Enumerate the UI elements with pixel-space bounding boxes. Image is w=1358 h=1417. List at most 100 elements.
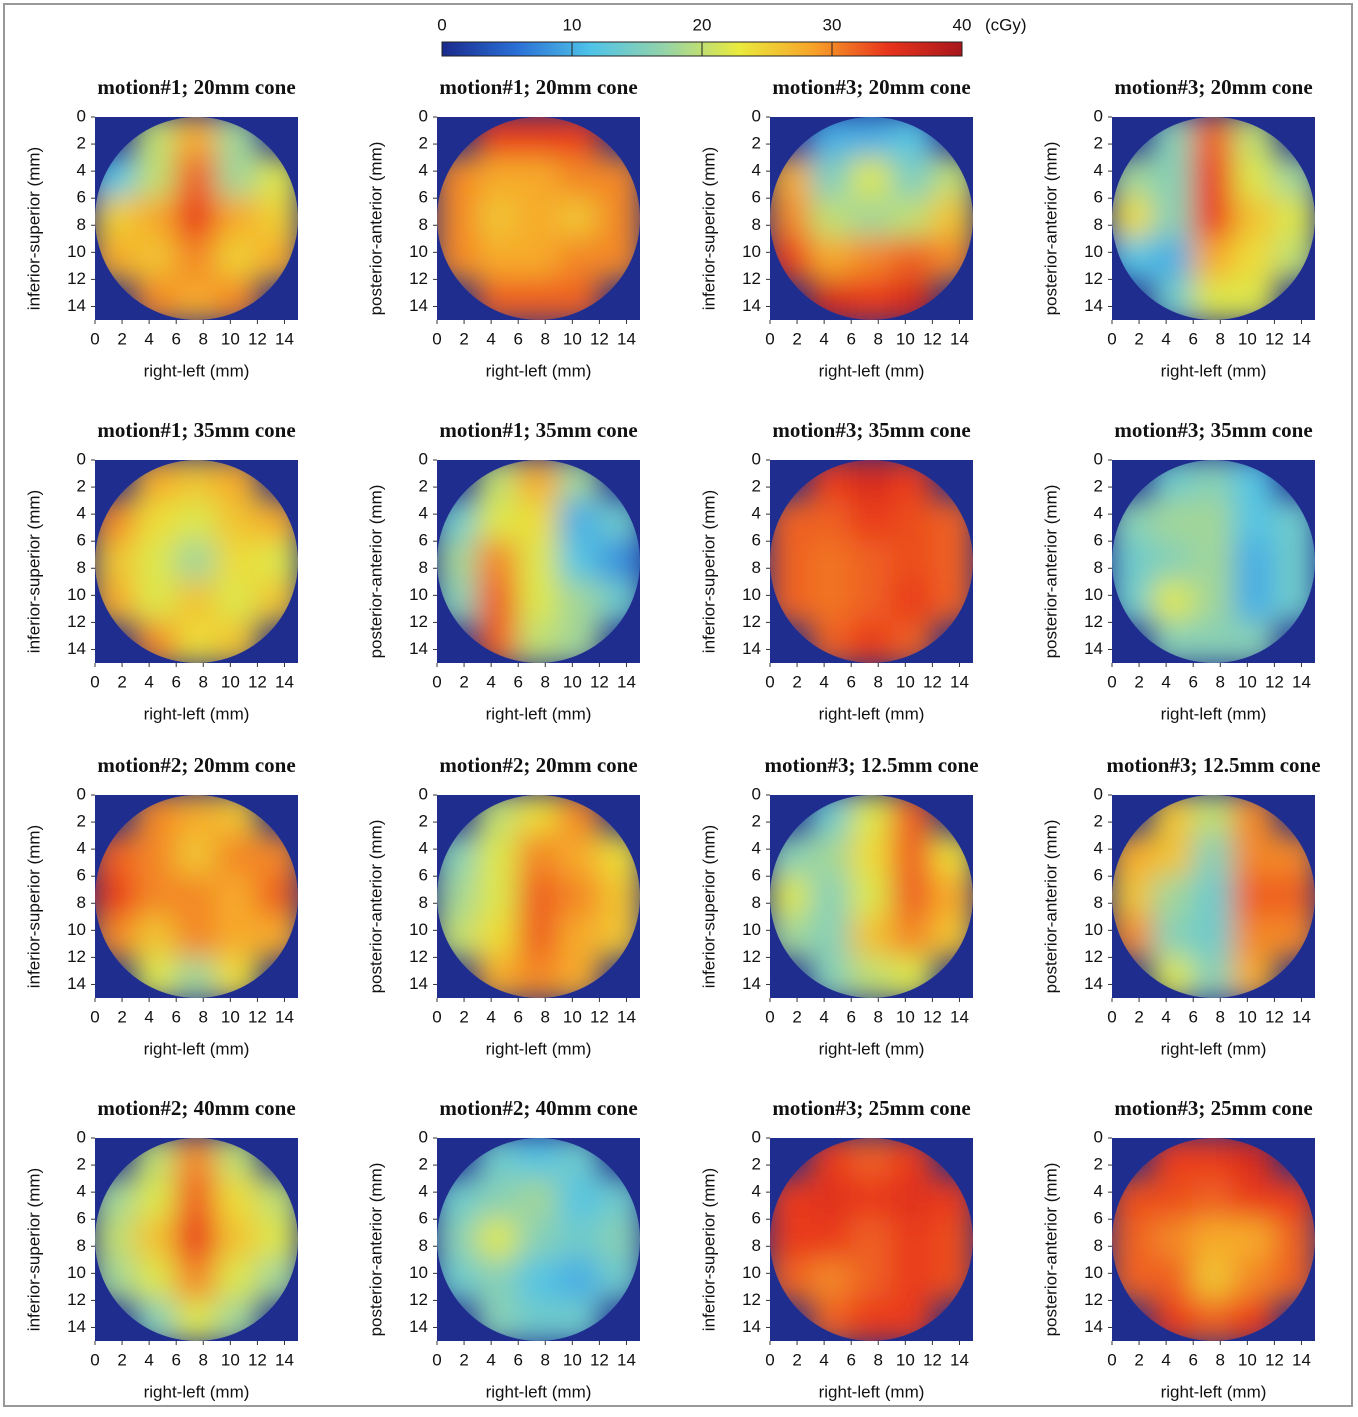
- heat-cell: [1232, 1177, 1276, 1221]
- y-tick-label: 6: [77, 866, 86, 885]
- heat-cell: [175, 197, 218, 240]
- x-tick-label: 12: [248, 1350, 267, 1369]
- y-tick-label: 10: [742, 242, 761, 261]
- x-tick-label: 4: [144, 329, 153, 348]
- x-tick-label: 2: [792, 329, 801, 348]
- heat-cell: [517, 1258, 560, 1302]
- heat-cell: [1112, 540, 1154, 583]
- y-tick-label: 12: [742, 1290, 761, 1309]
- x-tick-label: 10: [1238, 1007, 1257, 1026]
- heatmap-area: [437, 795, 640, 998]
- y-tick-label: 8: [752, 1236, 761, 1255]
- heat-cell: [476, 834, 520, 878]
- y-axis-label: posterior-anterior (mm): [1041, 142, 1060, 316]
- x-tick-label: 4: [486, 329, 495, 348]
- x-tick-label: 10: [1238, 672, 1257, 691]
- y-tick-label: 14: [67, 296, 86, 315]
- y-tick-label: 8: [419, 215, 428, 234]
- x-tick-label: 0: [432, 1007, 441, 1026]
- x-tick-label: 8: [541, 672, 550, 691]
- heat-cell: [1112, 875, 1154, 918]
- y-tick-label: 2: [419, 477, 428, 496]
- y-tick-label: 6: [1094, 866, 1103, 885]
- heat-cell: [809, 875, 853, 918]
- heat-cell: [850, 915, 893, 959]
- heatmap-area: [95, 1138, 298, 1341]
- y-tick-label: 14: [742, 639, 761, 658]
- x-tick-label: 4: [819, 1007, 828, 1026]
- heat-cell: [215, 156, 259, 200]
- y-tick-label: 6: [1094, 188, 1103, 207]
- heat-cell: [850, 1177, 893, 1221]
- heat-cell: [850, 580, 893, 624]
- heat-cell: [770, 197, 812, 240]
- heat-cell: [850, 1299, 893, 1341]
- x-tick-label: 6: [846, 1350, 855, 1369]
- heat-cell: [437, 540, 479, 583]
- heat-cell: [809, 1218, 853, 1261]
- x-axis-label: right-left (mm): [819, 704, 925, 723]
- heat-cell: [175, 1138, 218, 1180]
- x-tick-label: 10: [896, 672, 915, 691]
- x-tick-label: 4: [144, 1007, 153, 1026]
- y-axis-label: inferior-superior (mm): [699, 490, 718, 653]
- heat-cell: [215, 915, 259, 959]
- x-tick-label: 6: [1188, 329, 1197, 348]
- y-tick-label: 4: [752, 161, 761, 180]
- panel-title: motion#3; 20mm cone: [772, 75, 970, 99]
- heatmap-area: [1112, 1138, 1315, 1341]
- x-tick-label: 14: [617, 672, 636, 691]
- heat-cell: [476, 237, 520, 281]
- x-tick-label: 6: [171, 1350, 180, 1369]
- y-tick-label: 2: [77, 134, 86, 153]
- heat-cell: [1112, 1218, 1154, 1261]
- y-tick-label: 8: [752, 215, 761, 234]
- heat-cell: [1151, 1258, 1195, 1302]
- y-tick-label: 8: [77, 893, 86, 912]
- x-tick-label: 12: [923, 329, 942, 348]
- y-tick-label: 4: [419, 839, 428, 858]
- colorbar-tick-label: 40: [953, 15, 972, 34]
- x-tick-label: 8: [199, 1350, 208, 1369]
- y-tick-label: 10: [409, 1263, 428, 1282]
- heat-cell: [1151, 1218, 1195, 1261]
- x-tick-label: 12: [923, 1007, 942, 1026]
- y-tick-label: 6: [77, 531, 86, 550]
- x-tick-label: 4: [486, 1350, 495, 1369]
- x-tick-label: 12: [1265, 672, 1284, 691]
- x-tick-label: 8: [541, 329, 550, 348]
- heatmap-cells: [95, 117, 298, 320]
- heat-cell: [931, 1218, 973, 1261]
- heat-cell: [598, 1218, 640, 1261]
- heat-cell: [890, 875, 934, 918]
- heat-cell: [809, 156, 853, 200]
- heat-cell: [215, 1218, 259, 1261]
- y-tick-label: 4: [1094, 504, 1103, 523]
- panel-title: motion#2; 20mm cone: [97, 753, 295, 777]
- x-tick-label: 0: [765, 672, 774, 691]
- heat-cell: [850, 540, 893, 583]
- x-tick-label: 10: [1238, 1350, 1257, 1369]
- heat-cell: [175, 1177, 218, 1221]
- y-axis-label: inferior-superior (mm): [24, 147, 43, 310]
- y-tick-label: 4: [752, 504, 761, 523]
- heat-cell: [557, 1258, 601, 1302]
- x-tick-label: 14: [950, 672, 969, 691]
- x-tick-label: 6: [171, 329, 180, 348]
- x-tick-label: 10: [563, 672, 582, 691]
- heat-cell: [557, 540, 601, 583]
- heat-cell: [1192, 1138, 1235, 1180]
- heat-cell: [890, 580, 934, 624]
- heat-cell: [175, 875, 218, 918]
- x-tick-label: 12: [923, 672, 942, 691]
- heat-cell: [890, 915, 934, 959]
- heat-cell: [890, 1218, 934, 1261]
- y-tick-label: 2: [419, 134, 428, 153]
- y-tick-label: 8: [1094, 215, 1103, 234]
- x-tick-label: 0: [432, 329, 441, 348]
- heat-cell: [134, 875, 178, 918]
- heat-cell: [1151, 875, 1195, 918]
- y-axis-label: inferior-superior (mm): [24, 490, 43, 653]
- y-tick-label: 12: [67, 947, 86, 966]
